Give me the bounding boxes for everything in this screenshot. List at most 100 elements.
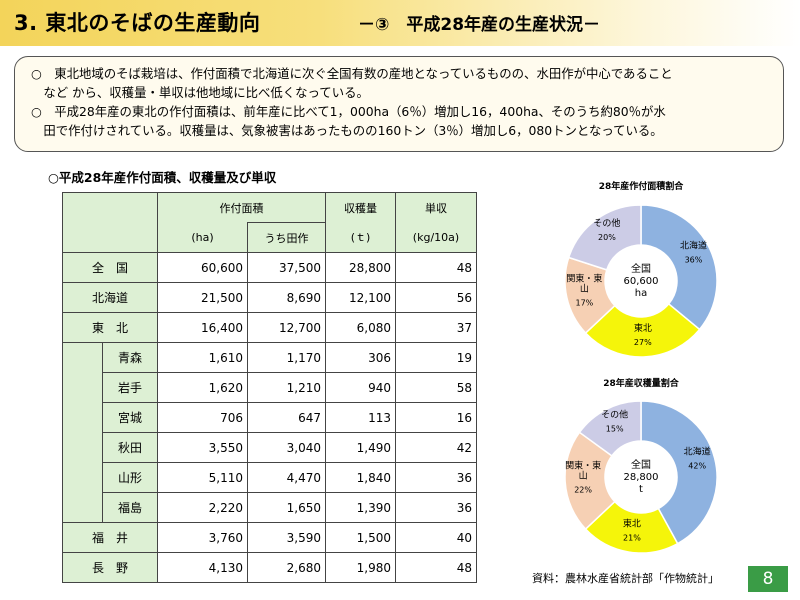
title-bar: 3. 東北のそばの生産動向 －③ 平成28年産の生産状況－ [0,0,800,46]
cell-paddy: 3,040 [247,432,326,463]
cell-paddy: 37,500 [247,252,326,283]
cell-area: 5,110 [157,462,248,493]
page-number: 8 [748,566,788,592]
cell-paddy: 12,700 [247,312,326,343]
slice-label: 関東・東 [565,460,601,472]
cell-yield: 36 [395,462,477,493]
pie-slice [640,400,718,545]
cell-paddy: 8,690 [247,282,326,313]
table-heading: ○平成28年産作付面積、収穫量及び単収 [48,170,277,185]
source-note: 資料：農林水産省統計部「作物統計」 [532,572,719,585]
cell-yield: 19 [395,342,477,373]
center-label: 28,800 [624,472,659,483]
header-harvest: 収穫量 [325,192,396,223]
row-label: 岩手 [102,372,158,403]
cell-harvest: 940 [325,372,396,403]
cell-harvest: 306 [325,342,396,373]
slice-label: 山 [580,284,589,295]
chart-title: 28年産収穫量割合 [603,377,680,389]
header-area: 作付面積 [157,192,326,223]
cell-yield: 56 [395,282,477,313]
table-row: 福島 2,220 1,650 1,390 36 [63,492,477,523]
cell-area: 1,620 [157,372,248,403]
table-row: 長 野 4,130 2,680 1,980 48 [62,552,477,583]
row-label: 全 国 [62,252,158,283]
cell-harvest: 1,390 [325,492,396,523]
cell-yield: 48 [395,552,477,583]
cell-area: 16,400 [157,312,248,343]
slice-label: その他 [593,217,620,229]
cell-area: 3,550 [157,432,248,463]
cell-paddy: 647 [247,402,326,433]
slice-percent: 42% [688,462,706,471]
cell-harvest: 1,840 [325,462,396,493]
tohoku-group-indent [62,342,103,523]
slice-percent: 20% [598,233,616,242]
page-title: 3. 東北のそばの生産動向 [14,11,261,35]
slice-label: 北海道 [680,239,707,251]
cell-harvest: 1,980 [325,552,396,583]
slice-label: その他 [601,408,628,420]
table-row: 秋田 3,550 3,040 1,490 42 [63,432,477,463]
center-label: 全国 [631,458,651,471]
table-row: 東 北 16,400 12,700 6,080 37 [62,312,477,343]
cell-yield: 16 [395,402,477,433]
cell-paddy: 4,470 [247,462,326,493]
slice-percent: 36% [685,255,703,264]
row-label: 福島 [102,492,158,523]
table-row: 青森 1,610 1,170 306 19 [62,342,477,523]
donut-charts: 28年産作付面積割合北海道36%東北27%関東・東山17%その他20%全国60,… [564,180,718,554]
cell-harvest: 1,490 [325,432,396,463]
cell-harvest: 6,080 [325,312,396,343]
cell-area: 60,600 [157,252,248,283]
table-row: 全 国 60,600 37,500 28,800 48 [62,252,477,283]
row-label: 東 北 [62,312,158,343]
cell-area: 706 [157,402,248,433]
page-subtitle: －③ 平成28年産の生産状況－ [358,15,601,35]
pie-slice [584,302,701,358]
summary-line: 田で作付けされている。収穫量は、気象被害はあったものの160トン（3％）増加し6… [31,123,663,138]
row-label: 青森 [102,342,158,373]
slice-label: 東北 [634,322,652,334]
slice-label: 北海道 [684,446,711,458]
pie-slice [564,431,616,531]
slice-percent: 15% [606,424,624,433]
cell-paddy: 2,680 [247,552,326,583]
cell-yield: 58 [395,372,477,403]
summary-line: ○ 東北地域のそば栽培は、作付面積で北海道に次ぐ全国有数の産地となっているものの… [31,66,673,81]
cell-harvest: 113 [325,402,396,433]
pie-slice [567,204,642,271]
center-label: ha [635,288,647,299]
summary-line: ○ 平成28年産の東北の作付面積は、前年産に比べて1，000ha（6％）増加し1… [31,104,666,119]
cell-yield: 36 [395,492,477,523]
slice-label: 山 [579,471,588,482]
header-area-unit: (ha) [157,222,248,253]
cell-paddy: 1,650 [247,492,326,523]
row-label: 長 野 [62,552,158,583]
center-label: 全国 [631,262,651,275]
pie-slice [640,204,718,331]
slice-percent: 27% [634,338,652,347]
summary-box: ○ 東北地域のそば栽培は、作付面積で北海道に次ぐ全国有数の産地となっているものの… [14,56,784,152]
header-yield-unit: (kg/10a) [395,222,477,253]
table-row: 山形 5,110 4,470 1,840 36 [63,462,477,493]
cell-harvest: 1,500 [325,522,396,553]
cell-area: 21,500 [157,282,248,313]
cell-harvest: 12,100 [325,282,396,313]
cell-yield: 48 [395,252,477,283]
slice-percent: 17% [576,299,594,308]
cell-area: 1,610 [157,342,248,373]
center-label: t [639,484,643,495]
cell-area: 4,130 [157,552,248,583]
cell-yield: 37 [395,312,477,343]
production-table: 作付面積 収穫量 単収 (ha) うち田作 (ｔ) (kg/10a) 全 国 60… [62,192,477,583]
cell-area: 2,220 [157,492,248,523]
row-label: 福 井 [62,522,158,553]
cell-area: 3,760 [157,522,248,553]
header-yield: 単収 [395,192,477,223]
row-label: 宮城 [102,402,158,433]
table-row: 北海道 21,500 8,690 12,100 56 [62,282,477,313]
header-corner [62,192,158,253]
